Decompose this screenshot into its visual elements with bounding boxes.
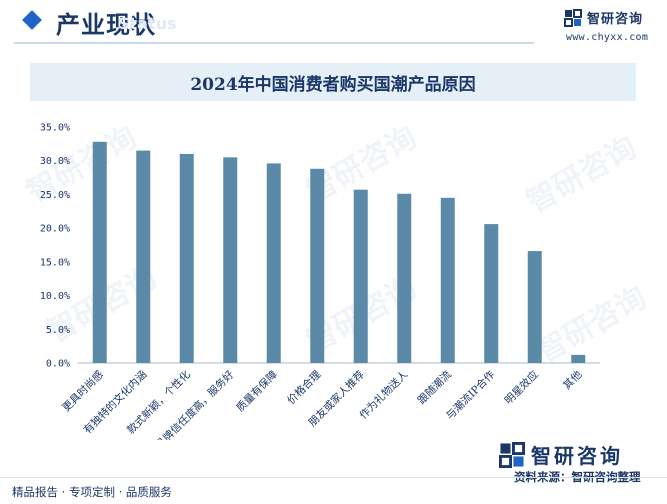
header-logo: 智研咨询 (564, 8, 643, 27)
footer-tagline: 精品报告 · 专项定制 · 品质服务 (12, 485, 172, 499)
bar (179, 153, 194, 363)
x-category-label: 跟随潮流 (415, 368, 454, 407)
bar (92, 141, 107, 363)
y-tick-label: 30.0% (40, 156, 70, 167)
footer-logo-icon (499, 441, 525, 468)
brand-name: 智研咨询 (587, 12, 644, 27)
bar (223, 157, 238, 363)
x-category-label: 明星效应 (502, 368, 541, 407)
y-tick-label: 0.0% (46, 359, 70, 370)
y-tick-label: 15.0% (40, 257, 70, 268)
footer-logo: 智研咨询 (499, 440, 623, 469)
brand-logo-icon (564, 8, 582, 27)
bar (266, 163, 281, 363)
x-category-label: 其他 (560, 368, 584, 392)
chart-title: 2024年中国消费者购买国潮产品原因 (190, 74, 476, 95)
section-title: 产业现状 (56, 11, 156, 39)
y-axis: 0.0% 5.0% 10.0% 15.0% 20.0% 25.0% 30.0% 35.0% (40, 123, 70, 370)
x-category-label: 更具时尚感 (60, 368, 107, 415)
x-category-label: 价格合理 (284, 368, 323, 407)
y-tick-label: 25.0% (40, 190, 70, 201)
bar-chart: 0.0% 5.0% 10.0% 15.0% 20.0% 25.0% 30.0% 35.0% 更… (40, 123, 600, 440)
bar (484, 224, 499, 363)
bar (440, 197, 455, 363)
section-watermark: Status (118, 14, 177, 33)
y-tick-label: 35.0% (40, 123, 70, 134)
diamond-icon (22, 10, 42, 30)
y-tick-label: 10.0% (40, 291, 70, 302)
page-header: 产业现状 Status 智研咨询 www.chyxx.com (0, 0, 667, 50)
footer-divider (0, 477, 667, 478)
brand-url: www.chyxx.com (566, 32, 649, 43)
bar (136, 150, 151, 363)
bar (397, 193, 412, 363)
bar (527, 251, 542, 363)
header-divider (14, 42, 534, 44)
bars-group (92, 141, 586, 363)
y-tick-label: 20.0% (40, 224, 70, 235)
bar (310, 168, 325, 363)
bar (353, 189, 368, 363)
chart-title-banner: 2024年中国消费者购买国潮产品原因 (30, 63, 636, 101)
bar (571, 354, 586, 363)
y-tick-label: 5.0% (46, 325, 70, 336)
x-category-label: 质量有保障 (234, 368, 281, 415)
footer-brand-name: 智研咨询 (531, 444, 623, 468)
